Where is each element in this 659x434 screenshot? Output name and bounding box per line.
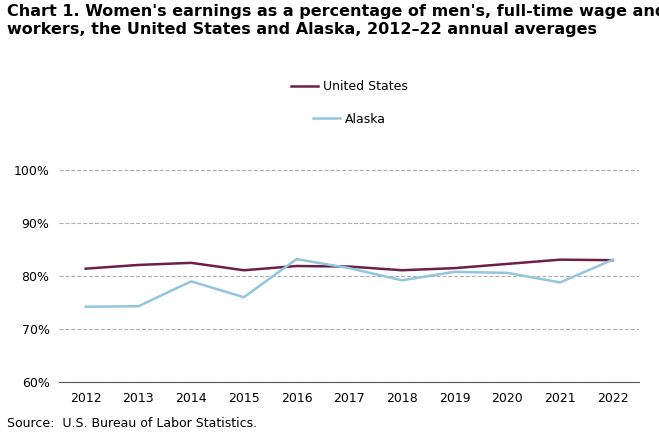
Text: Source:  U.S. Bureau of Labor Statistics.: Source: U.S. Bureau of Labor Statistics.: [7, 417, 257, 430]
Legend: Alaska: Alaska: [312, 112, 386, 125]
Text: Chart 1. Women's earnings as a percentage of men's, full-time wage and salary
wo: Chart 1. Women's earnings as a percentag…: [7, 4, 659, 37]
